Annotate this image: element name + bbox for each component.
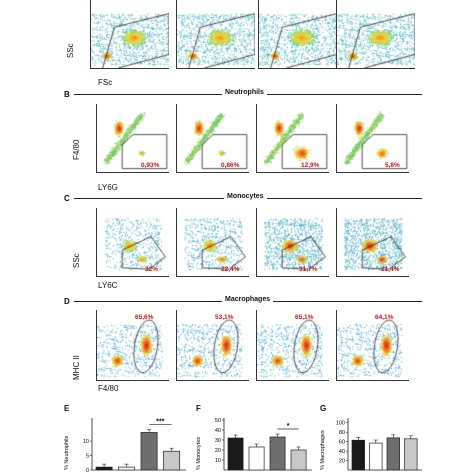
panel-c-percent-4: 21,4%	[381, 266, 400, 273]
bar-2	[118, 466, 136, 471]
bar-tick-label: 80	[339, 430, 345, 436]
panel-d-plot-2: 53,1%	[176, 310, 249, 381]
bar-1	[95, 466, 113, 471]
bar-tick-label: 100	[336, 421, 345, 427]
panel-d-percent-4: 64,1%	[375, 314, 394, 321]
panel-b-plot-1: 0,93%	[96, 104, 169, 173]
bar-tick-label: 0	[86, 468, 89, 474]
bar-tick-label: 60	[339, 440, 345, 446]
panel-f-letter: F	[196, 404, 201, 413]
panel-d-plot-1: 65,6%	[96, 310, 169, 381]
panel-d-plot-3: 65,1%	[256, 310, 329, 381]
bar-3	[140, 432, 158, 471]
panel-g-letter: G	[320, 404, 327, 413]
bar-tick-label: 20	[339, 459, 345, 465]
bar-3	[386, 437, 400, 471]
panel-e-chart: % Neutrophils 10 5 0 ***	[64, 418, 186, 474]
bar-y-label: % Macrophages	[320, 430, 326, 470]
panel-d-x-label: F4/80	[98, 384, 119, 393]
significance-marker: ***	[156, 418, 164, 425]
bar-1	[227, 437, 244, 471]
panel-e-bars: % Neutrophils 10 5 0 ***	[64, 418, 186, 474]
panel-a-plot-4	[336, 0, 415, 69]
bar-tick-label: 20	[215, 448, 221, 454]
panel-b-x-label: LY6G	[98, 183, 118, 192]
bar-tick-label: 40	[339, 449, 345, 455]
panel-b-percent-3: 12,9%	[301, 162, 320, 169]
bar-4	[163, 450, 181, 471]
panel-b-title: Neutrophils	[222, 89, 267, 96]
panel-a-plot-3	[258, 0, 337, 69]
panel-g-bars: % Macrophages 100 80 60 40 20	[320, 418, 422, 471]
panel-b-plot-4: 5,8%	[336, 104, 409, 173]
panel-f-chart: % Monocytes 50 40 30 20 10 *	[196, 418, 312, 471]
panel-a-plot-2	[176, 0, 255, 69]
panel-b-percent-4: 5,8%	[385, 162, 400, 169]
panel-d-plot-4: 64,1%	[336, 310, 409, 381]
panel-b-plot-2: 0,86%	[176, 104, 249, 173]
panel-b-letter: B	[64, 90, 70, 99]
bar-2	[369, 442, 383, 471]
panel-c-percent-3: 31,7%	[299, 266, 318, 273]
panel-c-percent-2: 22,4%	[221, 266, 240, 273]
bar-y-label: % Neutrophils	[64, 436, 70, 470]
bar-y-label: % Monocytes	[196, 437, 202, 470]
bar-3	[269, 436, 286, 471]
panel-c-x-label: LY6C	[98, 281, 118, 290]
bar-4	[404, 438, 418, 471]
panel-b-percent-1: 0,93%	[141, 162, 160, 169]
panel-e-letter: E	[64, 404, 70, 413]
panel-d-y-label: MHC II	[72, 355, 81, 380]
panel-c-plot-4: 21,4%	[336, 208, 409, 277]
panel-b-y-label: F4/80	[72, 139, 81, 160]
bar-2	[248, 446, 265, 471]
panel-d-title: Macrophages	[222, 296, 274, 303]
panel-d-percent-1: 65,6%	[135, 314, 154, 321]
panel-d-percent-2: 53,1%	[215, 314, 234, 321]
panel-c-plot-3: 31,7%	[256, 208, 329, 277]
panel-c-plot-1: 32%	[96, 208, 169, 277]
bar-tick-label: 5	[86, 454, 89, 460]
panel-a-x-label: FSc	[98, 78, 113, 87]
panel-c-y-label: SSc	[72, 253, 81, 268]
panel-c-percent-1: 32%	[145, 266, 159, 273]
panel-d-percent-3: 65,1%	[295, 314, 314, 321]
bar-tick-label: 10	[83, 439, 89, 445]
bar-4	[290, 449, 307, 471]
bar-tick-label: 50	[215, 418, 221, 424]
bar-1	[351, 439, 365, 471]
significance-marker: *	[287, 423, 290, 430]
panel-b-percent-2: 0,86%	[221, 162, 240, 169]
panel-c-plot-2: 22,4%	[176, 208, 249, 277]
panel-f-bars: % Monocytes 50 40 30 20 10 *	[196, 418, 312, 471]
panel-c-title: Monocytes	[224, 193, 267, 200]
panel-g-chart: % Macrophages 100 80 60 40 20	[320, 418, 422, 471]
bar-tick-label: 10	[215, 458, 221, 464]
panel-b-plot-3: 12,9%	[256, 104, 329, 173]
panel-d-letter: D	[64, 297, 70, 306]
bar-tick-label: 30	[215, 438, 221, 444]
panel-a-plot-1	[90, 0, 169, 69]
panel-a-y-label: SSc	[66, 43, 75, 58]
panel-c-letter: C	[64, 194, 70, 203]
bar-tick-label: 40	[215, 428, 221, 434]
